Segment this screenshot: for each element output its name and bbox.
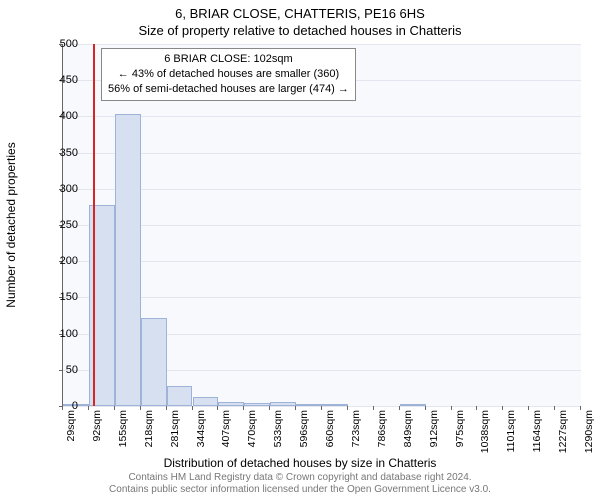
annotation-line1: 6 BRIAR CLOSE: 102sqm [108,52,349,67]
annotation-box: 6 BRIAR CLOSE: 102sqm← 43% of detached h… [101,48,356,101]
histogram-bar [141,318,167,406]
ytick-label: 200 [48,255,78,267]
xtick-mark [140,406,141,410]
ytick-label: 400 [48,110,78,122]
histogram-bar [296,404,322,406]
histogram-bar [400,404,426,406]
xtick-mark [399,406,400,410]
xtick-label: 1164sqm [531,410,543,456]
annotation-line3: 56% of semi-detached houses are larger (… [108,82,349,97]
xtick-label: 344sqm [195,410,207,456]
xtick-label: 596sqm [298,410,310,456]
ytick-label: 300 [48,183,78,195]
attribution-line2: Contains public sector information licen… [0,484,600,496]
ytick-label: 150 [48,291,78,303]
ytick-label: 250 [48,219,78,231]
gridline [63,225,581,226]
xtick-mark [502,406,503,410]
chart-title-2: Size of property relative to detached ho… [0,21,600,38]
annotation-line2: ← 43% of detached houses are smaller (36… [108,67,349,82]
histogram-bar [218,402,244,406]
gridline [63,116,581,117]
xtick-mark [528,406,529,410]
xtick-label: 912sqm [428,410,440,456]
gridline [63,44,581,45]
gridline [63,406,581,407]
xtick-mark [62,406,63,410]
xtick-mark [243,406,244,410]
x-axis-label: Distribution of detached houses by size … [0,456,600,470]
chart-container: 6, BRIAR CLOSE, CHATTERIS, PE16 6HS Size… [0,0,600,500]
ytick-label: 500 [48,38,78,50]
histogram-bar [167,386,193,406]
histogram-bar [115,114,141,406]
marker-line [93,44,95,406]
xtick-label: 1101sqm [505,410,517,456]
xtick-label: 1290sqm [583,410,595,456]
xtick-label: 281sqm [169,410,181,456]
xtick-mark [451,406,452,410]
xtick-label: 849sqm [402,410,414,456]
xtick-mark [554,406,555,410]
gridline [63,153,581,154]
xtick-mark [580,406,581,410]
xtick-label: 155sqm [117,410,129,456]
xtick-label: 218sqm [143,410,155,456]
ytick-label: 350 [48,147,78,159]
xtick-mark [269,406,270,410]
xtick-label: 92sqm [91,410,103,456]
y-axis-label: Number of detached properties [4,142,18,307]
histogram-bar [270,402,296,406]
plot-area: 6 BRIAR CLOSE: 102sqm← 43% of detached h… [62,44,581,407]
xtick-mark [166,406,167,410]
gridline [63,261,581,262]
ytick-label: 50 [48,364,78,376]
xtick-mark [425,406,426,410]
ytick-label: 100 [48,328,78,340]
attribution: Contains HM Land Registry data © Crown c… [0,472,600,496]
histogram-bar [322,404,348,406]
gridline [63,297,581,298]
attribution-line1: Contains HM Land Registry data © Crown c… [0,472,600,484]
xtick-label: 407sqm [220,410,232,456]
xtick-label: 660sqm [324,410,336,456]
xtick-mark [476,406,477,410]
histogram-bar [244,403,270,406]
gridline [63,189,581,190]
xtick-label: 29sqm [65,410,77,456]
ytick-label: 450 [48,74,78,86]
xtick-mark [114,406,115,410]
xtick-mark [373,406,374,410]
chart-title-1: 6, BRIAR CLOSE, CHATTERIS, PE16 6HS [0,0,600,21]
xtick-label: 1038sqm [479,410,491,456]
xtick-label: 533sqm [272,410,284,456]
xtick-mark [347,406,348,410]
xtick-label: 786sqm [376,410,388,456]
histogram-bar [193,397,219,406]
xtick-mark [88,406,89,410]
xtick-mark [217,406,218,410]
xtick-label: 470sqm [246,410,258,456]
xtick-label: 1227sqm [557,410,569,456]
xtick-mark [192,406,193,410]
xtick-label: 975sqm [454,410,466,456]
xtick-label: 723sqm [350,410,362,456]
xtick-mark [321,406,322,410]
xtick-mark [295,406,296,410]
